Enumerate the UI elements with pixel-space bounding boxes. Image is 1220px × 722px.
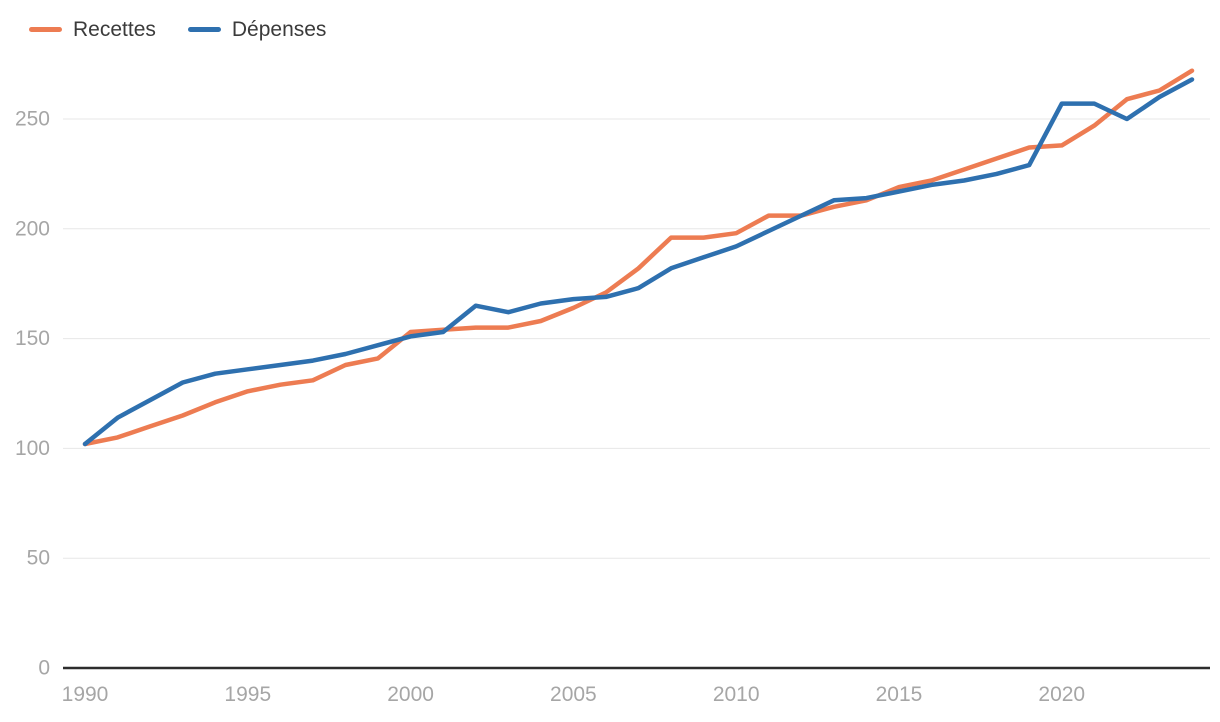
x-tick-2000: 2000	[387, 683, 434, 706]
depenses-legend-label: Dépenses	[231, 18, 327, 41]
x-tick-2020: 2020	[1038, 683, 1085, 706]
y-tick-0: 0	[38, 657, 50, 680]
x-tick-1995: 1995	[224, 683, 271, 706]
y-tick-50: 50	[27, 547, 50, 570]
legend-item-recettes: Recettes	[29, 19, 156, 40]
depenses-line	[82, 77, 1195, 447]
recettes-legend-label: Recettes	[73, 18, 156, 41]
x-tick-2005: 2005	[550, 683, 597, 706]
recettes-line	[82, 68, 1195, 447]
recettes-line-swatch-icon	[29, 27, 62, 32]
legend-item-depenses: Dépenses	[187, 18, 327, 41]
legend: Recettes Dépenses	[29, 19, 326, 40]
y-tick-250: 250	[15, 108, 50, 131]
x-tick-2015: 2015	[876, 683, 923, 706]
y-tick-150: 150	[15, 327, 50, 350]
x-tick-1990: 1990	[62, 683, 109, 706]
y-tick-100: 100	[15, 437, 50, 460]
x-tick-2010: 2010	[713, 683, 760, 706]
y-tick-200: 200	[15, 217, 50, 240]
depenses-line-swatch-icon	[187, 27, 221, 32]
